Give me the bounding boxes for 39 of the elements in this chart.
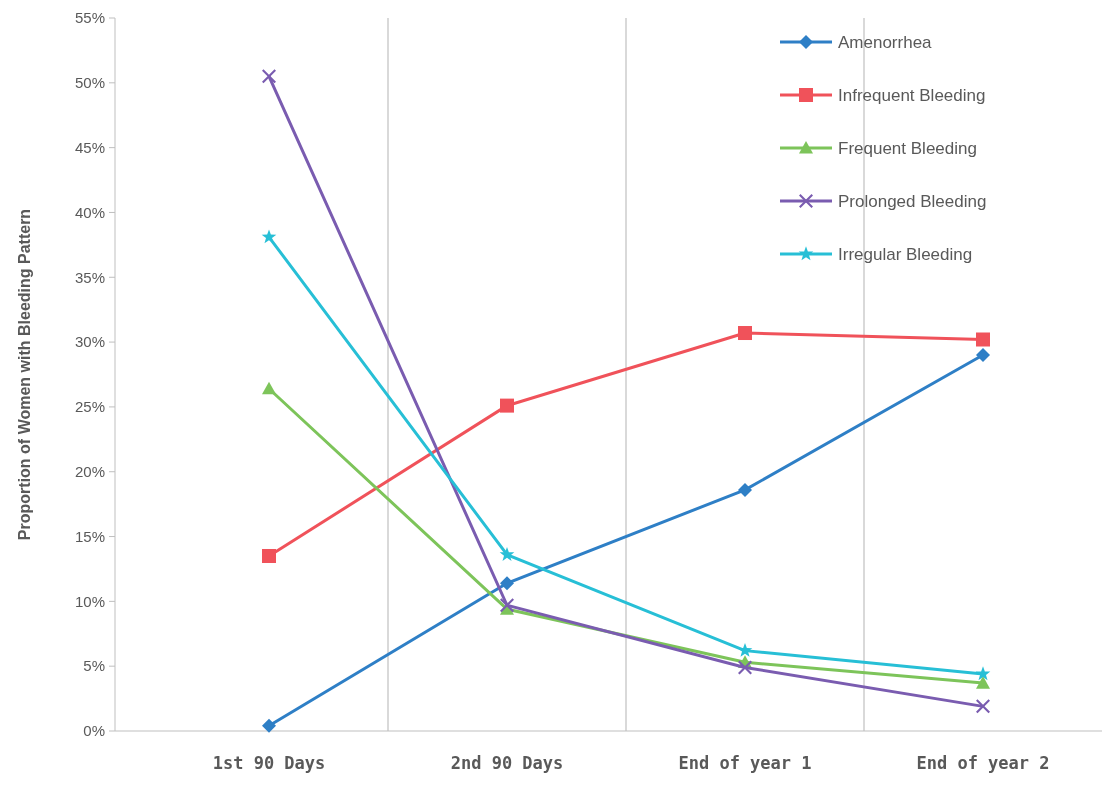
point bbox=[499, 546, 515, 561]
y-tick-label: 30% bbox=[74, 333, 105, 351]
legend-label: Prolonged Bleeding bbox=[838, 191, 987, 211]
legend-label: Irregular Bleeding bbox=[838, 244, 973, 264]
y-tick-label: 55% bbox=[74, 9, 105, 27]
point bbox=[262, 718, 276, 733]
x-tick-label: 1st 90 Days bbox=[212, 753, 326, 773]
point bbox=[738, 482, 752, 497]
y-tick-label: 20% bbox=[74, 462, 105, 480]
y-tick-label: 25% bbox=[74, 398, 105, 416]
point bbox=[976, 332, 990, 347]
point bbox=[500, 598, 514, 613]
y-tick-label: 40% bbox=[74, 203, 105, 221]
point bbox=[262, 69, 276, 84]
point bbox=[500, 576, 514, 591]
y-tick-label: 15% bbox=[74, 527, 105, 545]
point bbox=[976, 348, 990, 363]
legend-label: Infrequent Bleeding bbox=[838, 85, 986, 105]
point bbox=[262, 548, 276, 563]
point bbox=[500, 398, 514, 413]
point bbox=[261, 229, 277, 244]
point bbox=[976, 676, 990, 689]
y-tick-label: 45% bbox=[74, 138, 105, 156]
y-tick-label: 0% bbox=[83, 722, 105, 740]
y-tick-label: 50% bbox=[74, 74, 105, 92]
x-tick-label: 2nd 90 Days bbox=[450, 753, 564, 773]
point bbox=[738, 660, 752, 675]
point bbox=[976, 699, 990, 714]
legend-label: Frequent Bleeding bbox=[838, 138, 977, 158]
x-tick-label: End of year 2 bbox=[916, 753, 1050, 773]
y-tick-label: 5% bbox=[83, 657, 105, 675]
point bbox=[738, 326, 752, 341]
legend-label: Amenorrhea bbox=[838, 32, 933, 52]
point bbox=[262, 381, 276, 395]
point bbox=[975, 666, 991, 681]
x-tick-label: End of year 1 bbox=[678, 753, 812, 773]
y-tick-label: 10% bbox=[74, 592, 105, 610]
y-axis-title: Proportion of Women with Bleeding Pattern bbox=[16, 208, 33, 541]
y-tick-label: 35% bbox=[74, 268, 105, 286]
